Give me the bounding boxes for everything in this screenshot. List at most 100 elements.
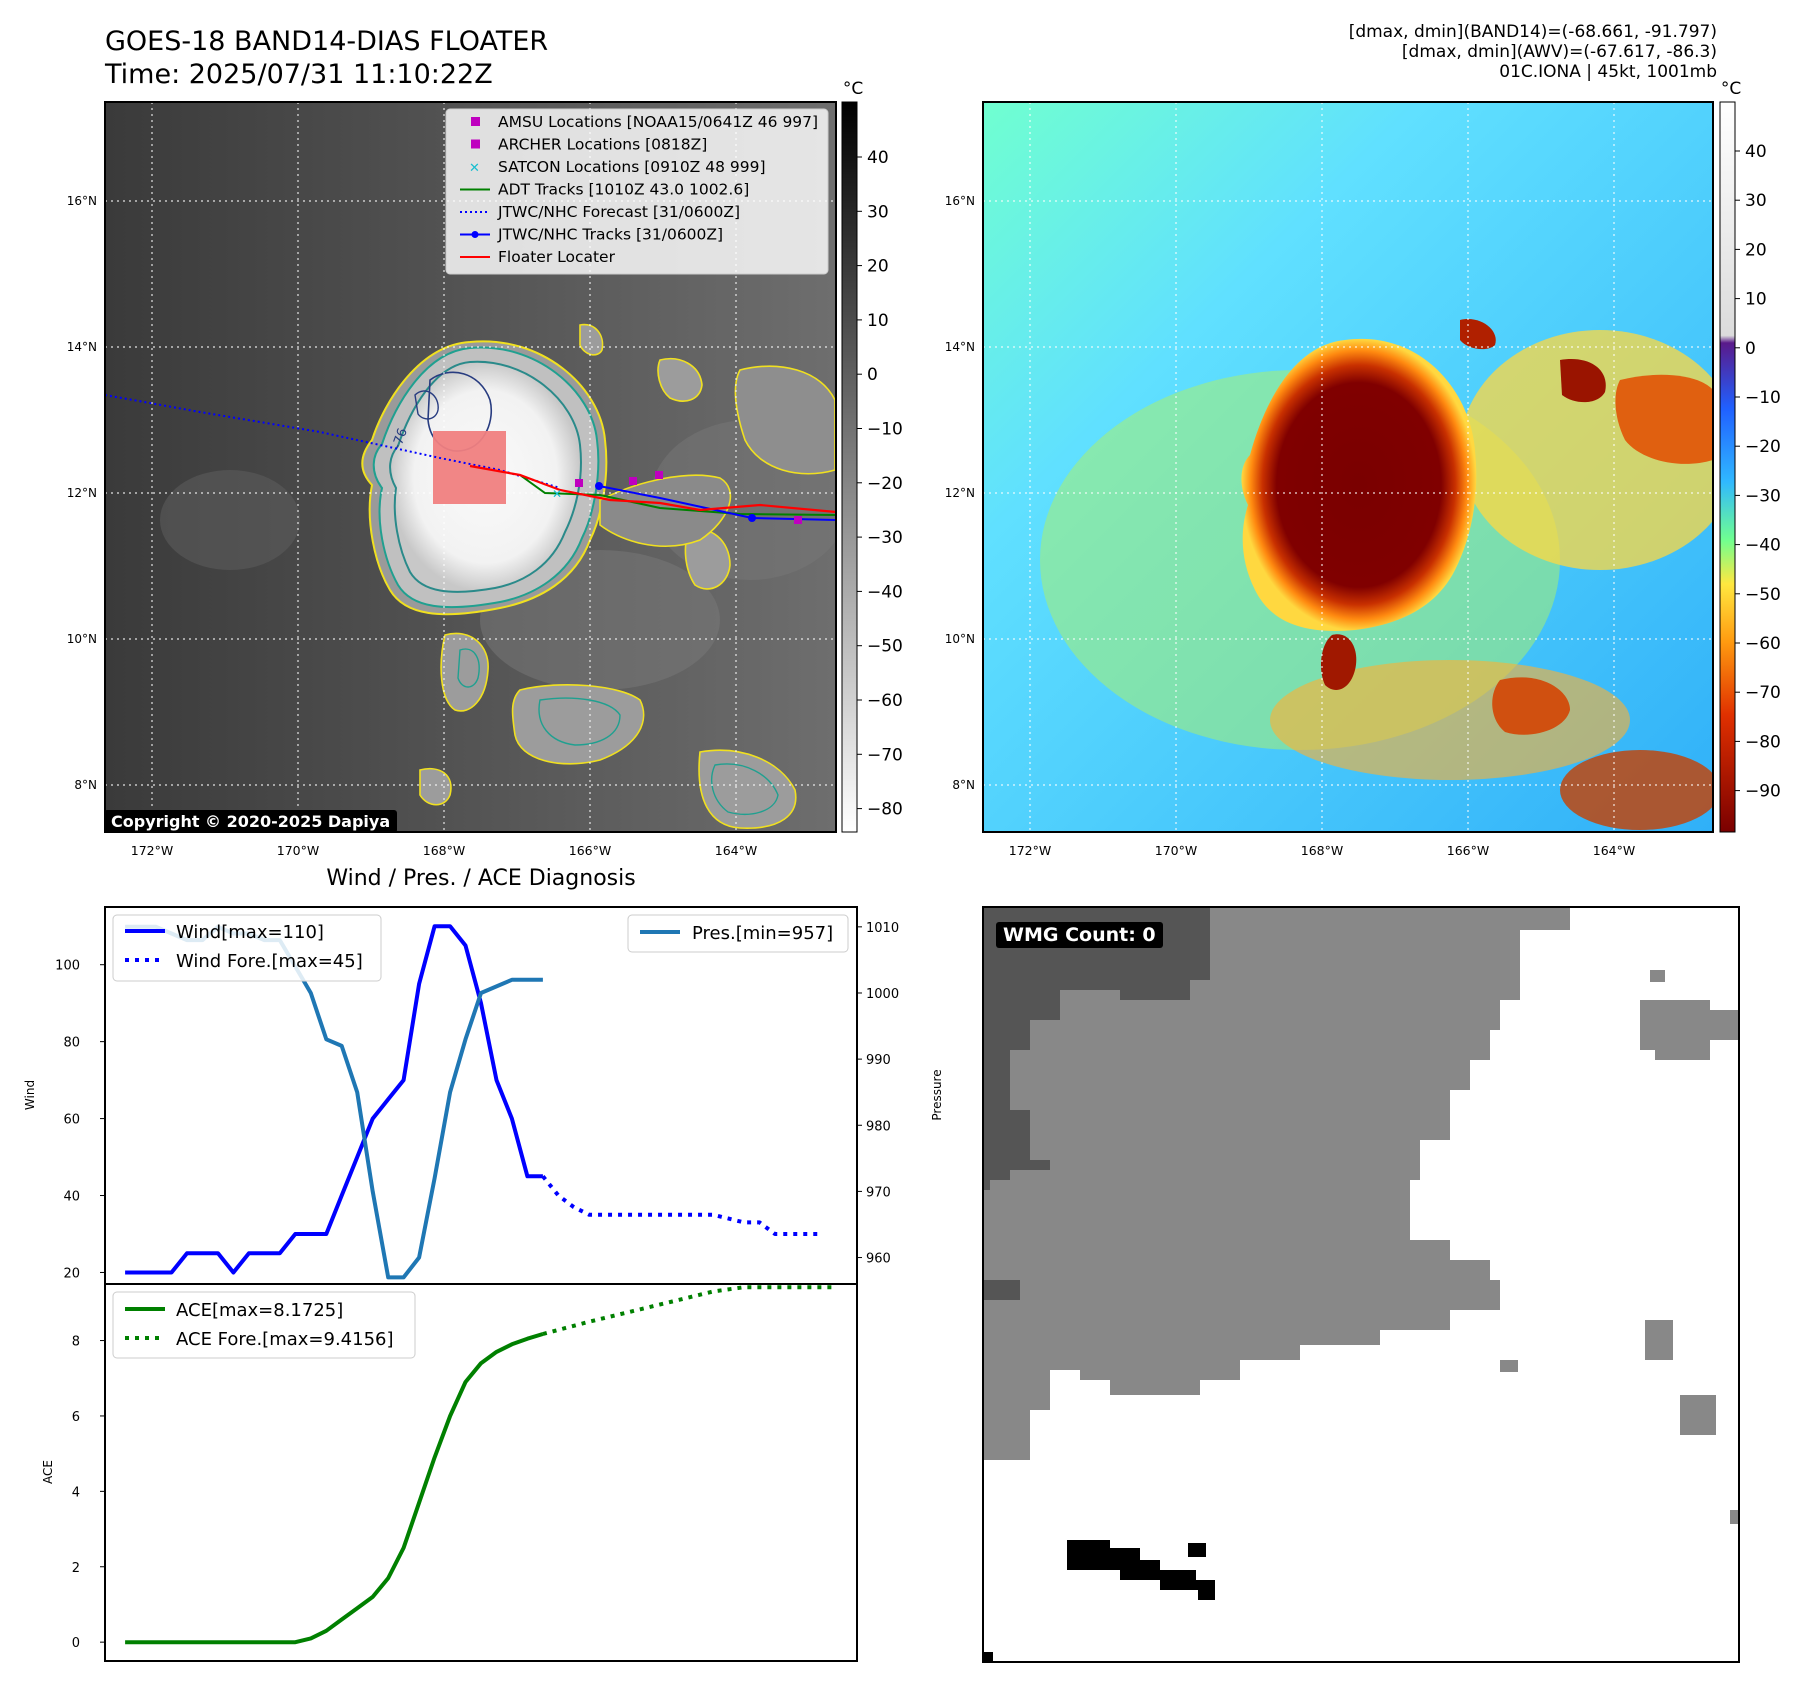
ace-chart: 0 2 4 6 8: [72, 1285, 837, 1651]
legend-label: ADT Tracks [1010Z 43.0 1002.6]: [498, 181, 749, 199]
series-line: [542, 1285, 837, 1336]
colorbar-tick-label: −10: [1745, 388, 1781, 408]
colorbar-tick-label: −30: [1745, 486, 1781, 506]
colorbar-tick-label: −60: [1745, 634, 1781, 654]
colorbar-tick-label: −20: [1745, 437, 1781, 457]
y-tick-label: 8: [72, 1335, 80, 1350]
colorbar-tick-label: 30: [867, 202, 889, 222]
ace-axis-label: ACE: [41, 1460, 55, 1484]
ir-axes: 172°W 170°W 168°W 166°W 164°W 16°N 14°N 12°N 10°…: [67, 194, 757, 858]
colorbar-tick-label: −60: [867, 691, 903, 711]
lat-tick-label: 16°N: [67, 194, 97, 208]
wv-colorbar-ticks: 40 30 20 10 0 −10 −20 −30 −40 −50 −60 −70 −80 −90: [1735, 142, 1781, 802]
lat-tick-label: 8°N: [74, 778, 97, 792]
wv-axes: 172°W 170°W 168°W 166°W 164°W 16°N 14°N 12°N 10°…: [945, 194, 1635, 858]
legend-label: JTWC/NHC Forecast [31/0600Z]: [497, 203, 740, 221]
legend-marker: [471, 117, 480, 126]
colorbar-tick-label: −70: [867, 745, 903, 765]
ir-colorbar-ticks: 40 30 20 10 0 −10 −20 −30 −40 −50 −60 −70 −80: [857, 148, 903, 820]
archer-marker: [629, 477, 637, 485]
y2-tick-label: 1000: [866, 987, 899, 1002]
colorbar-tick-label: −70: [1745, 683, 1781, 703]
ace-legend-box: [112, 1291, 416, 1359]
legend-label: JTWC/NHC Tracks [31/0600Z]: [497, 226, 723, 244]
y2-tick-label: 960: [866, 1252, 891, 1267]
y-tick-label: 0: [72, 1636, 80, 1651]
colorbar-tick-label: −80: [1745, 732, 1781, 752]
colorbar-tick-label: −80: [867, 800, 903, 820]
lon-tick-label: 168°W: [1301, 843, 1343, 858]
wv-colorbar-unit: °C: [1721, 79, 1741, 99]
lon-tick-label: 164°W: [1593, 843, 1635, 858]
legend-marker: [471, 139, 480, 149]
y2-tick-label: 1010: [866, 921, 899, 936]
title-line-2: Time: 2025/07/31 11:10:22Z: [105, 59, 493, 90]
pres-legend-box: [627, 914, 849, 953]
info-line-1: [dmax, dmin](BAND14)=(-68.661, -91.797): [1348, 22, 1717, 42]
satcon-marker: ✕: [552, 487, 562, 501]
colorbar-tick-label: 0: [867, 365, 878, 385]
legend-label: AMSU Locations [NOAA15/0641Z 46 997]: [498, 113, 818, 131]
lat-tick-label: 10°N: [67, 632, 97, 646]
archer-marker: [655, 471, 663, 479]
info-line-2: [dmax, dmin](AWV)=(-67.617, -86.3): [1401, 42, 1717, 62]
colorbar-tick-label: −40: [1745, 536, 1781, 556]
lat-tick-label: 12°N: [945, 486, 975, 500]
y-tick-label: 20: [63, 1266, 80, 1281]
info-block: [dmax, dmin](BAND14)=(-68.661, -91.797) …: [1349, 22, 1717, 82]
y-tick-label: 60: [63, 1113, 80, 1128]
wv-colorbar: [1719, 101, 1736, 833]
ace-fore-legend-label: ACE Fore.[max=9.4156]: [176, 1329, 394, 1350]
y2-tick-label: 970: [866, 1185, 891, 1200]
ir-colorbar: [841, 101, 858, 833]
y-tick-label: 6: [72, 1410, 80, 1425]
colorbar-tick-label: 40: [867, 148, 889, 168]
lon-tick-label: 168°W: [423, 843, 465, 858]
jtwc-track-point: [748, 514, 756, 522]
y-tick-label: 2: [72, 1561, 80, 1576]
series-line: [125, 924, 543, 1275]
lat-tick-label: 14°N: [945, 340, 975, 354]
lat-tick-label: 14°N: [67, 340, 97, 354]
colorbar-tick-label: 10: [867, 311, 889, 331]
y2-tick-label: 990: [866, 1053, 891, 1068]
colorbar-tick-label: 30: [1745, 191, 1767, 211]
legend-marker: ✕: [469, 161, 480, 176]
colorbar-tick-label: 0: [1745, 339, 1756, 359]
colorbar-tick-label: −10: [867, 420, 903, 440]
ir-legend: AMSU Locations [NOAA15/0641Z 46 997] ARCH…: [460, 113, 818, 266]
colorbar-tick-label: 20: [1745, 240, 1767, 260]
wind-pres-chart: 20 40 60 80 100 960 970 980 990 1000 1010: [55, 921, 899, 1282]
wmg-count-badge: WMG Count: 0: [996, 922, 1163, 948]
contour-label: -76: [390, 426, 411, 451]
wind-legend-box: [112, 914, 382, 982]
floater-locater-line: [469, 464, 836, 514]
floater-box: [433, 431, 506, 504]
pres-legend-label: Pres.[min=957]: [692, 923, 833, 944]
y-tick-label: 100: [55, 959, 80, 974]
lon-tick-label: 172°W: [131, 843, 173, 858]
lon-tick-label: 166°W: [569, 843, 611, 858]
lat-tick-label: 12°N: [67, 486, 97, 500]
jtwc-forecast-line: [105, 394, 561, 489]
ir-legend-box: [445, 108, 829, 275]
jtwc-track-point: [595, 482, 603, 490]
colorbar-tick-label: 20: [867, 257, 889, 277]
ace-legend-label: ACE[max=8.1725]: [176, 1300, 343, 1321]
colorbar-tick-label: −50: [1745, 585, 1781, 605]
wind-axis-label: Wind: [23, 1080, 37, 1110]
lon-tick-label: 166°W: [1447, 843, 1489, 858]
info-line-3: 01C.IONA | 45kt, 1001mb: [1499, 62, 1717, 82]
series-line: [541, 1175, 822, 1236]
lat-tick-label: 8°N: [952, 778, 975, 792]
amsu-marker: [575, 479, 583, 487]
title-line-1: GOES-18 BAND14-DIAS FLOATER: [105, 26, 549, 57]
lon-tick-label: 172°W: [1009, 843, 1051, 858]
series-line: [125, 1332, 544, 1645]
pressure-axis-label: Pressure: [930, 1069, 944, 1120]
colorbar-tick-label: −90: [1745, 782, 1781, 802]
wind-fore-legend-label: Wind Fore.[max=45]: [176, 951, 363, 972]
wmg-image: [983, 907, 1739, 1662]
